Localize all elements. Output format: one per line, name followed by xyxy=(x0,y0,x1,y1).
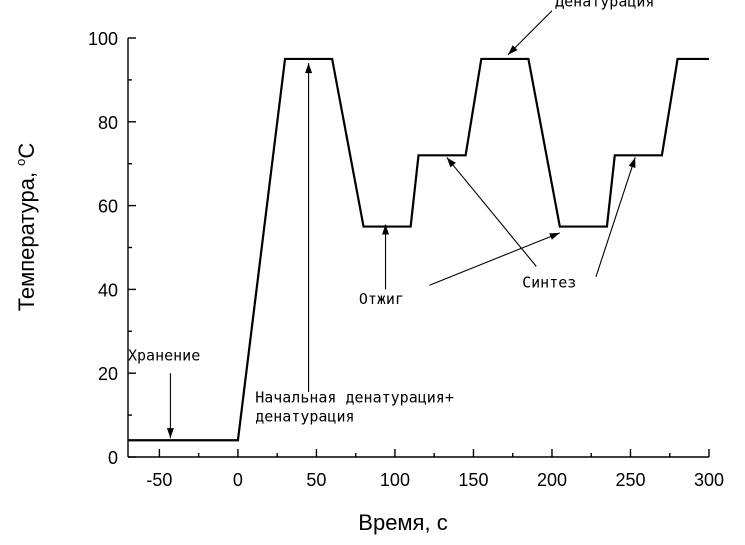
x-tick-label: -50 xyxy=(146,470,172,490)
annotation-label-line2: денатурация xyxy=(255,408,354,426)
arrow-shaft xyxy=(429,232,561,286)
arrow-head xyxy=(508,45,518,55)
y-tick-label: 40 xyxy=(98,280,118,300)
y-axis-title-degree: o xyxy=(13,159,28,166)
x-tick-label: 0 xyxy=(233,470,243,490)
annotation-arrow xyxy=(446,157,537,267)
annotation-arrow xyxy=(166,373,174,439)
annotation-arrow xyxy=(595,157,636,278)
annotation-arrow xyxy=(429,232,561,286)
arrow-head xyxy=(446,157,456,168)
temperature-line xyxy=(128,57,709,442)
y-tick-label: 80 xyxy=(98,113,118,133)
y-tick-label: 60 xyxy=(98,197,118,217)
annotation-label: Хранение xyxy=(128,347,200,365)
annotation-label: Отжиг xyxy=(359,290,404,308)
x-tick-label: 200 xyxy=(537,470,567,490)
arrow-head xyxy=(166,428,174,439)
x-tick-label: 150 xyxy=(458,470,488,490)
arrow-shaft xyxy=(507,10,553,56)
x-tick-label: 50 xyxy=(306,470,326,490)
annotation-label: Денатурация xyxy=(555,0,654,11)
x-ticks: -50 0 50 100 150 200 250 300 xyxy=(146,449,724,490)
y-axis-title: Температура, oC xyxy=(13,143,39,312)
x-tick-label: 100 xyxy=(380,470,410,490)
y-axis-title-text: Температура, xyxy=(14,166,39,311)
y-tick-label: 0 xyxy=(108,448,118,468)
axes: -50 0 50 100 150 200 250 300 0 20 40 60 80 100 xyxy=(88,29,724,490)
x-tick-label: 300 xyxy=(694,470,724,490)
annotation-arrow xyxy=(382,224,390,290)
annotations: Хранение Начальная денатурация+денатураци… xyxy=(128,0,654,439)
y-tick-label: 100 xyxy=(88,29,118,49)
arrow-shaft xyxy=(595,157,636,278)
y-ticks: 0 20 40 60 80 100 xyxy=(88,29,136,468)
annotation-arrow xyxy=(305,63,313,393)
arrow-head xyxy=(628,157,636,169)
x-tick-label: 250 xyxy=(615,470,645,490)
y-tick-label: 20 xyxy=(98,364,118,384)
series-group xyxy=(128,57,709,442)
annotation-label: Синтез xyxy=(522,273,576,291)
arrow-head xyxy=(305,63,313,74)
annotation-arrow xyxy=(507,10,553,56)
x-axis-title: Время, с xyxy=(358,510,447,535)
arrow-head xyxy=(549,232,560,240)
annotation-label: Начальная денатурация+ xyxy=(255,389,454,407)
arrow-head xyxy=(382,224,390,235)
y-axis-title-unit: C xyxy=(14,143,39,159)
arrow-shaft xyxy=(446,157,537,267)
